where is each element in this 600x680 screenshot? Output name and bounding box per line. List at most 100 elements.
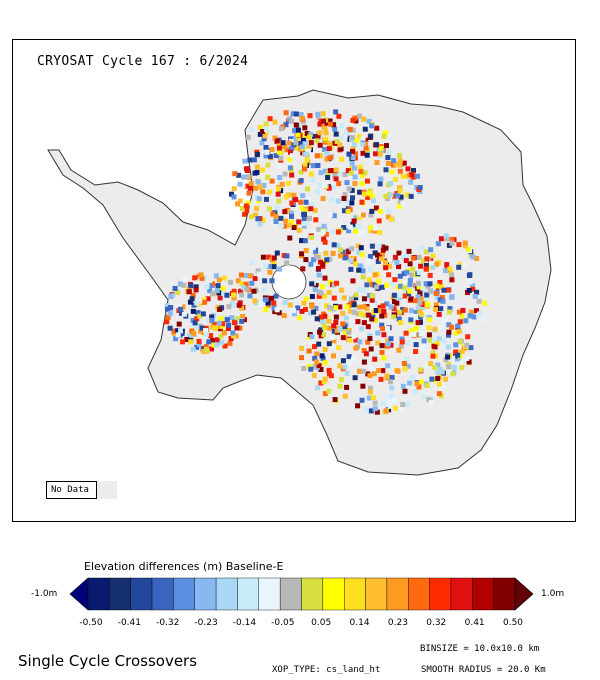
- elevation-cell: [372, 406, 378, 412]
- elevation-cell: [327, 121, 333, 127]
- elevation-cell: [247, 293, 253, 299]
- elevation-cell: [244, 273, 249, 278]
- elevation-cell: [356, 267, 362, 273]
- elevation-cell: [420, 345, 426, 351]
- elevation-cell: [393, 161, 399, 167]
- elevation-cell: [437, 366, 443, 372]
- elevation-cell: [338, 146, 344, 152]
- elevation-cell: [379, 322, 385, 328]
- elevation-cell: [261, 136, 267, 142]
- elevation-cell: [241, 174, 247, 180]
- elevation-cell: [322, 391, 328, 397]
- elevation-cell: [247, 273, 253, 279]
- elevation-cell: [402, 307, 408, 313]
- elevation-cell: [209, 346, 215, 352]
- elevation-cell: [229, 191, 234, 197]
- elevation-cell: [303, 199, 309, 205]
- elevation-cell: [262, 133, 268, 139]
- elevation-cell: [287, 156, 292, 162]
- elevation-cell: [455, 356, 460, 362]
- elevation-cell: [333, 167, 339, 173]
- elevation-cell: [299, 109, 305, 115]
- elevation-cell: [331, 295, 337, 301]
- colorbar-tick-label: 0.50: [502, 618, 524, 628]
- elevation-cell: [395, 192, 401, 198]
- colorbar-swatch: [194, 577, 217, 611]
- colorbar-swatch: [472, 577, 494, 611]
- elevation-cell: [293, 111, 299, 117]
- elevation-cells: [164, 109, 488, 415]
- elevation-cell: [438, 325, 444, 331]
- elevation-cell: [360, 172, 365, 178]
- elevation-cell: [221, 275, 227, 281]
- elevation-cell: [254, 206, 260, 212]
- elevation-cell: [206, 339, 212, 345]
- elevation-cell: [275, 191, 281, 197]
- elevation-cell: [391, 292, 397, 298]
- elevation-cell: [357, 113, 363, 119]
- colorbar-tick-label: -0.14: [232, 618, 257, 628]
- elevation-cell: [316, 289, 322, 295]
- elevation-cell: [260, 217, 266, 223]
- elevation-cell: [344, 370, 350, 376]
- elevation-cell: [435, 241, 441, 247]
- colorbar-swatch: [151, 577, 174, 611]
- elevation-cell: [310, 245, 316, 250]
- elevation-cell: [293, 122, 299, 128]
- elevation-cell: [267, 206, 273, 212]
- elevation-cell: [455, 352, 461, 358]
- elevation-cell: [275, 186, 281, 192]
- elevation-cell: [231, 292, 236, 298]
- elevation-cell: [269, 178, 275, 184]
- elevation-cell: [213, 273, 219, 279]
- elevation-cell: [341, 295, 347, 301]
- elevation-cell: [476, 311, 482, 317]
- elevation-cell: [349, 187, 355, 193]
- elevation-cell: [301, 366, 307, 371]
- elevation-cell: [456, 328, 462, 334]
- elevation-cell: [429, 300, 435, 306]
- elevation-cell: [401, 361, 407, 366]
- elevation-cell: [327, 155, 333, 161]
- elevation-cell: [370, 301, 376, 307]
- elevation-cell: [372, 272, 378, 278]
- elevation-cell: [333, 131, 339, 137]
- elevation-cell: [350, 333, 356, 339]
- elevation-cell: [340, 310, 346, 316]
- elevation-cell: [299, 345, 304, 351]
- elevation-cell: [357, 339, 363, 345]
- elevation-cell: [281, 223, 287, 229]
- colorbar-tick-label: 0.41: [464, 618, 485, 628]
- elevation-cell: [333, 319, 339, 325]
- elevation-cell: [312, 344, 317, 350]
- elevation-cell: [390, 162, 396, 168]
- elevation-cell: [261, 183, 267, 188]
- colorbar-tick-label: 0.05: [311, 618, 332, 628]
- elevation-cell: [423, 263, 429, 268]
- elevation-cell: [229, 315, 235, 321]
- elevation-cell: [417, 300, 423, 306]
- elevation-cell: [324, 303, 329, 309]
- elevation-cell: [404, 401, 410, 407]
- elevation-cell: [218, 333, 224, 339]
- elevation-cell: [264, 149, 270, 155]
- elevation-cell: [192, 320, 198, 326]
- elevation-cell: [264, 196, 269, 202]
- elevation-cell: [421, 338, 427, 344]
- elevation-cell: [381, 332, 387, 338]
- elevation-cell: [298, 199, 304, 205]
- elevation-cell: [327, 141, 333, 147]
- elevation-cell: [176, 321, 182, 327]
- elevation-cell: [343, 332, 348, 337]
- colorbar-swatch: [429, 577, 452, 611]
- elevation-cell: [184, 337, 190, 342]
- elevation-cell: [462, 243, 468, 249]
- elevation-cell: [274, 307, 280, 313]
- elevation-cell: [299, 308, 305, 314]
- elevation-cell: [215, 337, 221, 343]
- elevation-cell: [307, 310, 313, 316]
- elevation-cell: [398, 343, 404, 349]
- elevation-cell: [335, 198, 341, 204]
- elevation-cell: [353, 228, 359, 234]
- elevation-cell: [438, 284, 444, 290]
